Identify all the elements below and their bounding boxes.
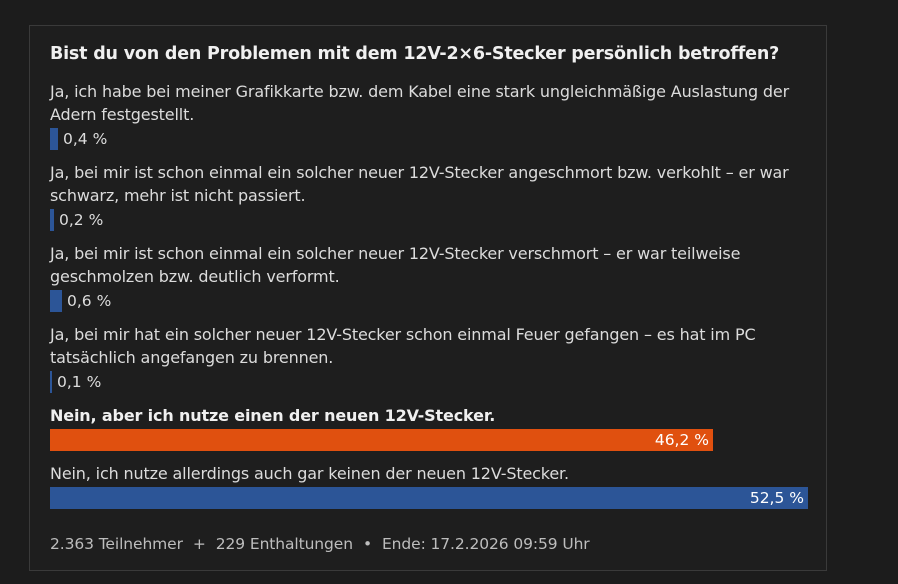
- result-percent: 0,6 %: [67, 292, 112, 310]
- result-row: 0,1 %: [50, 370, 806, 394]
- option-label: Ja, bei mir ist schon einmal ein solcher…: [50, 244, 741, 286]
- poll-card: Bist du von den Problemen mit dem 12V-2×…: [29, 25, 827, 571]
- poll-footer: 2.363 Teilnehmer + 229 Enthaltungen • En…: [50, 535, 590, 553]
- abstentions-count: 229 Enthaltungen: [215, 535, 353, 553]
- option-label: Nein, ich nutze allerdings auch gar kein…: [50, 464, 569, 483]
- poll-option: Ja, bei mir ist schon einmal ein solcher…: [50, 242, 806, 313]
- separator: +: [192, 535, 206, 553]
- participants-count: 2.363 Teilnehmer: [50, 535, 183, 553]
- result-bar: [50, 371, 52, 393]
- result-row: 0,6 %: [50, 289, 806, 313]
- result-bar: 52,5 %: [50, 487, 808, 509]
- poll-option: Ja, bei mir ist schon einmal ein solcher…: [50, 161, 806, 232]
- poll-option: Ja, ich habe bei meiner Grafikkarte bzw.…: [50, 80, 806, 151]
- poll-option-selected: Nein, aber ich nutze einen der neuen 12V…: [50, 404, 806, 452]
- result-row: 52,5 %: [50, 486, 808, 510]
- option-label: Ja, ich habe bei meiner Grafikkarte bzw.…: [50, 82, 790, 124]
- result-percent: 0,2 %: [59, 211, 104, 229]
- result-percent: 46,2 %: [654, 431, 709, 449]
- result-percent: 0,4 %: [63, 130, 108, 148]
- option-label: Nein, aber ich nutze einen der neuen 12V…: [50, 406, 496, 425]
- result-bar: [50, 209, 54, 231]
- separator: •: [362, 535, 372, 553]
- result-bar: [50, 290, 62, 312]
- poll-option: Ja, bei mir hat ein solcher neuer 12V-St…: [50, 323, 806, 394]
- result-row: 46,2 %: [50, 428, 806, 452]
- result-percent: 0,1 %: [57, 373, 102, 391]
- option-label: Ja, bei mir ist schon einmal ein solcher…: [50, 163, 789, 205]
- option-label: Ja, bei mir hat ein solcher neuer 12V-St…: [50, 325, 756, 367]
- poll-end-date: Ende: 17.2.2026 09:59 Uhr: [381, 535, 590, 553]
- poll-option: Nein, ich nutze allerdings auch gar kein…: [50, 462, 808, 510]
- result-percent: 52,5 %: [749, 489, 804, 507]
- poll-question: Bist du von den Problemen mit dem 12V-2×…: [50, 44, 780, 64]
- result-row: 0,2 %: [50, 208, 806, 232]
- result-bar: 46,2 %: [50, 429, 713, 451]
- result-row: 0,4 %: [50, 127, 806, 151]
- result-bar: [50, 128, 58, 150]
